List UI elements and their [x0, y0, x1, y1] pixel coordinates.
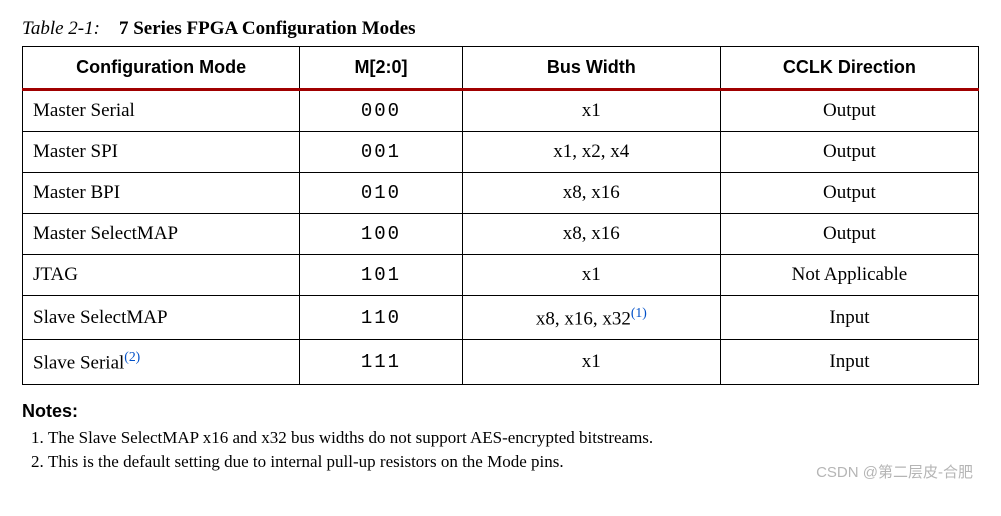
table-caption-title: 7 Series FPGA Configuration Modes — [119, 18, 416, 39]
table-row: Master SelectMAP 100 x8, x16 Output — [23, 214, 979, 255]
cell-mbits: 001 — [300, 132, 463, 173]
mode-text: Slave SelectMAP — [33, 307, 168, 328]
cell-bus: x8, x16, x32(1) — [462, 296, 720, 340]
note-item: This is the default setting due to inter… — [48, 450, 979, 474]
footnote-ref: (1) — [631, 305, 647, 320]
bus-text: x1 — [582, 264, 601, 285]
col-header-cclk: CCLK Direction — [720, 47, 978, 90]
cell-cclk: Output — [720, 132, 978, 173]
table-row: Slave Serial(2)111x1Input — [23, 340, 979, 384]
table-header-row: Configuration Mode M[2:0] Bus Width CCLK… — [23, 47, 979, 90]
notes-heading: Notes: — [22, 401, 979, 422]
table-row: JTAG 101 x1 Not Applicable — [23, 255, 979, 296]
notes-list: The Slave SelectMAP x16 and x32 bus widt… — [22, 426, 979, 474]
note-item: The Slave SelectMAP x16 and x32 bus widt… — [48, 426, 979, 450]
col-header-mbits: M[2:0] — [300, 47, 463, 90]
table-caption: Table 2-1: 7 Series FPGA Configuration M… — [22, 18, 979, 40]
cell-mode: Master SPI — [23, 132, 300, 173]
cell-mbits: 000 — [300, 90, 463, 132]
cell-mode: Slave Serial(2) — [23, 340, 300, 384]
cell-cclk: Output — [720, 214, 978, 255]
cell-mbits: 111 — [300, 340, 463, 384]
cell-bus: x1 — [462, 340, 720, 384]
cell-mode: JTAG — [23, 255, 300, 296]
cell-bus: x8, x16 — [462, 214, 720, 255]
bus-text: x8, x16, x32 — [536, 308, 631, 329]
cell-mode: Master BPI — [23, 173, 300, 214]
bus-text: x8, x16 — [563, 182, 620, 203]
bus-text: x1 — [582, 351, 601, 372]
cell-bus: x8, x16 — [462, 173, 720, 214]
mode-text: Slave Serial — [33, 353, 124, 374]
table-row: Master SPI 001 x1, x2, x4 Output — [23, 132, 979, 173]
cell-mbits: 010 — [300, 173, 463, 214]
cell-bus: x1, x2, x4 — [462, 132, 720, 173]
bus-text: x8, x16 — [563, 223, 620, 244]
cell-mbits: 110 — [300, 296, 463, 340]
cell-mode: Master SelectMAP — [23, 214, 300, 255]
mode-text: Master SelectMAP — [33, 223, 178, 244]
table-row: Master BPI 010 x8, x16 Output — [23, 173, 979, 214]
cell-mode: Master Serial — [23, 90, 300, 132]
mode-text: Master BPI — [33, 182, 120, 203]
mode-text: Master Serial — [33, 100, 135, 121]
cell-cclk: Output — [720, 90, 978, 132]
col-header-mode: Configuration Mode — [23, 47, 300, 90]
footnote-ref: (2) — [124, 349, 140, 364]
cell-mode: Slave SelectMAP — [23, 296, 300, 340]
mode-text: JTAG — [33, 264, 78, 285]
bus-text: x1 — [582, 100, 601, 121]
cell-mbits: 100 — [300, 214, 463, 255]
table-row: Slave SelectMAP110x8, x16, x32(1)Input — [23, 296, 979, 340]
cell-cclk: Not Applicable — [720, 255, 978, 296]
cell-cclk: Input — [720, 340, 978, 384]
cell-bus: x1 — [462, 90, 720, 132]
cell-cclk: Input — [720, 296, 978, 340]
cell-bus: x1 — [462, 255, 720, 296]
cell-cclk: Output — [720, 173, 978, 214]
table-row: Master Serial 000 x1 Output — [23, 90, 979, 132]
bus-text: x1, x2, x4 — [553, 141, 629, 162]
col-header-bus: Bus Width — [462, 47, 720, 90]
config-modes-table: Configuration Mode M[2:0] Bus Width CCLK… — [22, 46, 979, 385]
cell-mbits: 101 — [300, 255, 463, 296]
table-caption-label: Table 2-1: — [22, 18, 100, 39]
mode-text: Master SPI — [33, 141, 118, 162]
